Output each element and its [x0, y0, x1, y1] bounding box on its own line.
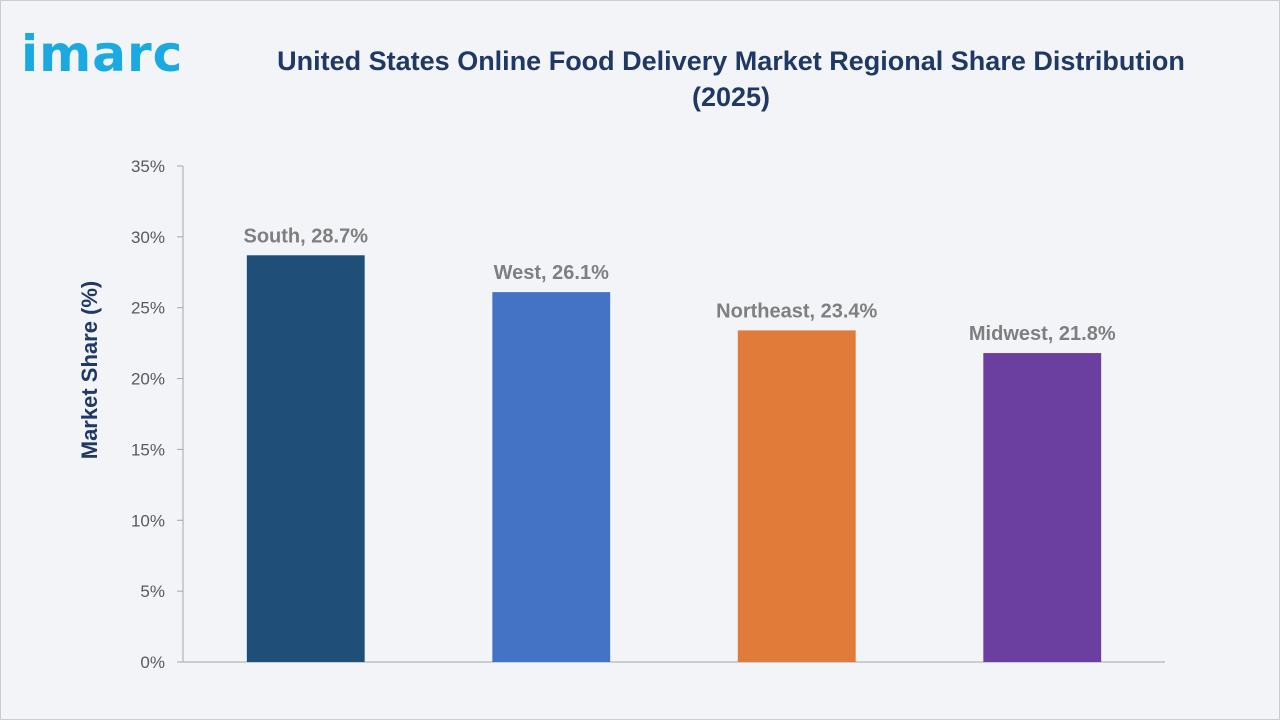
- imarc-logo: imarc: [21, 25, 184, 83]
- y-tick-label: 35%: [131, 157, 165, 176]
- chart-title-line-2: (2025): [691, 82, 771, 112]
- chart-axes: 0% 5% 10% 15% 20% 25% 30% 35%: [131, 157, 1165, 672]
- data-label-south: South, 28.7%: [244, 225, 369, 247]
- y-axis-title: Market Share (%): [77, 281, 102, 460]
- data-label-northeast: Northeast, 23.4%: [716, 300, 877, 322]
- y-tick-label: 30%: [131, 228, 165, 247]
- bar-west: [492, 292, 611, 662]
- chart-data-labels: South, 28.7% West, 26.1% Northeast, 23.4% M…: [244, 225, 1116, 345]
- data-label-midwest: Midwest, 21.8%: [969, 323, 1116, 345]
- chart-title: United States Online Food Delivery Marke…: [231, 43, 1231, 115]
- chart-title-line-1: United States Online Food Delivery Marke…: [277, 46, 1185, 76]
- bar-south: [246, 255, 365, 662]
- y-tick-label: 15%: [131, 440, 165, 459]
- y-tick-label: 0%: [140, 653, 165, 672]
- y-tick-label: 20%: [131, 370, 165, 389]
- bar-midwest: [983, 353, 1102, 662]
- y-tick-label: 10%: [131, 511, 165, 530]
- chart-bars: [246, 255, 1102, 662]
- data-label-west: West, 26.1%: [494, 262, 609, 284]
- bar-northeast: [737, 330, 856, 662]
- y-tick-label: 5%: [140, 582, 165, 601]
- y-tick-label: 25%: [131, 299, 165, 318]
